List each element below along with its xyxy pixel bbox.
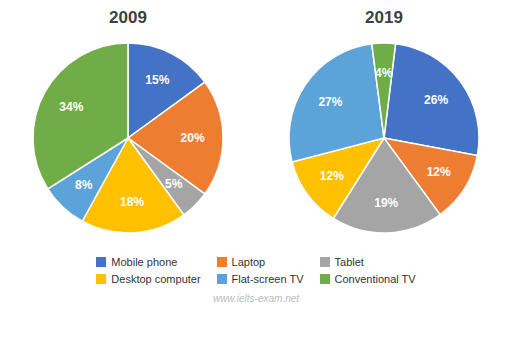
- html-text:Laptop: Laptop: [231, 256, 266, 268]
- svg-text:34%: 34%: [59, 100, 83, 114]
- html-text:Flat-screen TV: Flat-screen TV: [231, 273, 304, 285]
- svg-text:8%: 8%: [75, 178, 93, 192]
- html-text:Tablet: Tablet: [334, 256, 364, 268]
- svg-text:15%: 15%: [145, 73, 169, 87]
- html-text:www.ielts-exam.net: www.ielts-exam.net: [212, 293, 300, 304]
- svg-text:26%: 26%: [424, 93, 448, 107]
- svg-text:5%: 5%: [165, 177, 183, 191]
- svg-text:27%: 27%: [318, 95, 342, 109]
- html-text:Mobile phone: Mobile phone: [111, 256, 178, 268]
- svg-text:18%: 18%: [120, 195, 144, 209]
- html-text:Conventional TV: Conventional TV: [334, 273, 416, 285]
- svg-text:19%: 19%: [374, 196, 398, 210]
- svg-text:12%: 12%: [320, 169, 344, 183]
- svg-text:4%: 4%: [375, 66, 393, 80]
- svg-text:20%: 20%: [181, 131, 205, 145]
- svg-text:12%: 12%: [427, 165, 451, 179]
- html-text:Desktop computer: Desktop computer: [111, 273, 201, 285]
- html-text:2019: 2019: [365, 8, 403, 27]
- html-text:2009: 2009: [109, 8, 147, 27]
